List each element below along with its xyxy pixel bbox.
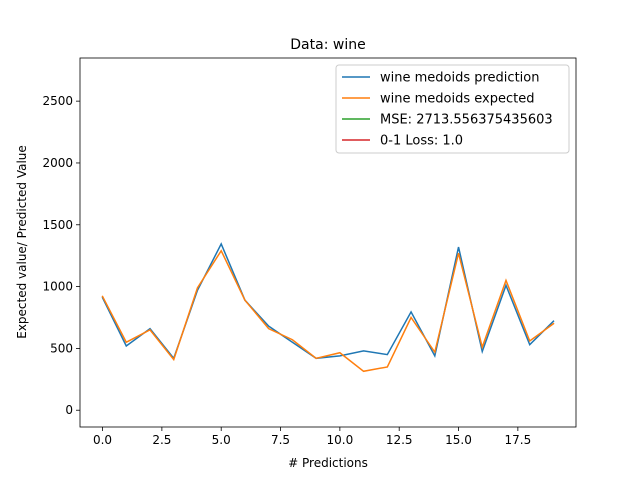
x-tick-label: 7.5 bbox=[271, 433, 290, 447]
legend-label: wine medoids expected bbox=[380, 92, 534, 107]
y-axis-label: Expected value/ Predicted Value bbox=[15, 145, 29, 339]
x-axis-label: # Predictions bbox=[288, 456, 368, 470]
legend-label: MSE: 2713.556375435603 bbox=[380, 113, 553, 128]
series-line bbox=[101, 242, 555, 360]
x-tick-label: 10.0 bbox=[327, 433, 354, 447]
x-tick-label: 17.5 bbox=[504, 433, 531, 447]
x-tick-label: 15.0 bbox=[445, 433, 472, 447]
x-tick-label: 12.5 bbox=[386, 433, 413, 447]
y-tick-label: 0 bbox=[65, 403, 73, 417]
chart-title: Data: wine bbox=[290, 37, 365, 53]
y-tick-label: 1000 bbox=[42, 280, 73, 294]
y-tick-label: 1500 bbox=[42, 218, 73, 232]
legend-box bbox=[335, 64, 570, 154]
y-tick-label: 2500 bbox=[42, 94, 73, 108]
x-tick-label: 5.0 bbox=[212, 433, 231, 447]
y-tick-label: 2000 bbox=[42, 156, 73, 170]
series-line bbox=[101, 249, 555, 373]
x-tick-label: 2.5 bbox=[152, 433, 171, 447]
y-tick-label: 500 bbox=[50, 341, 73, 355]
legend-label: 0-1 Loss: 1.0 bbox=[380, 134, 463, 149]
legend-label: wine medoids prediction bbox=[380, 71, 539, 86]
plot-frame bbox=[79, 57, 577, 428]
x-tick-label: 0.0 bbox=[93, 433, 112, 447]
